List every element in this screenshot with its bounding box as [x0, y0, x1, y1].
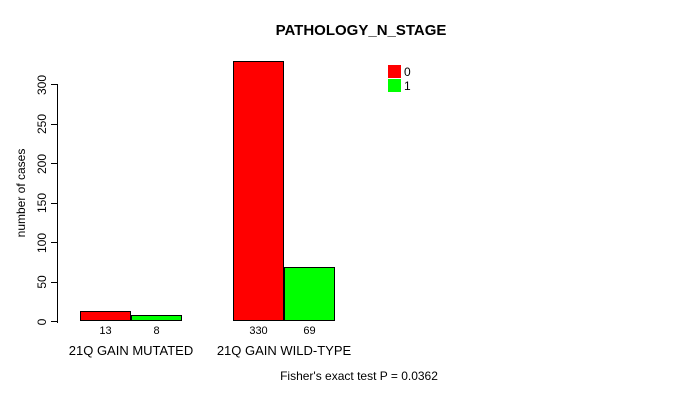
y-axis-line — [57, 84, 58, 323]
y-axis-tick — [51, 84, 58, 85]
legend-swatch-0 — [388, 65, 401, 78]
y-axis-tick — [51, 281, 58, 283]
bar-0-0 — [80, 311, 131, 322]
y-axis-tick-label: 300 — [35, 74, 49, 95]
bar-value-label: 69 — [303, 325, 316, 337]
y-axis-tick — [51, 123, 58, 125]
y-axis-tick — [51, 202, 58, 204]
chart-title: PATHOLOGY_N_STAGE — [275, 22, 447, 39]
y-axis-tick-label: 250 — [35, 113, 49, 135]
bar-1-0 — [131, 315, 182, 322]
x-axis-category-label: 21Q GAIN WILD-TYPE — [216, 343, 352, 358]
legend-label-0: 0 — [404, 64, 411, 79]
y-axis-title: number of cases — [14, 148, 28, 238]
y-axis-tick — [51, 163, 58, 164]
annotation-fisher-test: Fisher's exact test P = 0.0362 — [280, 369, 438, 383]
y-axis-tick-label: 0 — [35, 318, 49, 325]
y-axis-tick-label: 50 — [35, 275, 49, 289]
y-axis-tick — [51, 321, 58, 322]
y-axis-tick-label: 100 — [35, 232, 49, 253]
bar-0-1 — [233, 60, 284, 322]
y-axis-tick-label: 200 — [35, 153, 49, 174]
bar-value-label: 13 — [99, 325, 112, 337]
bar-value-label: 8 — [153, 325, 160, 337]
legend-label-1: 1 — [404, 78, 411, 93]
bar-1-1 — [284, 266, 335, 322]
bar-value-label: 330 — [249, 325, 268, 337]
x-axis-category-label: 21Q GAIN MUTATED — [68, 343, 194, 358]
y-axis-tick — [51, 242, 58, 243]
legend-swatch-1 — [388, 79, 401, 92]
y-axis-tick-label: 150 — [35, 192, 49, 214]
